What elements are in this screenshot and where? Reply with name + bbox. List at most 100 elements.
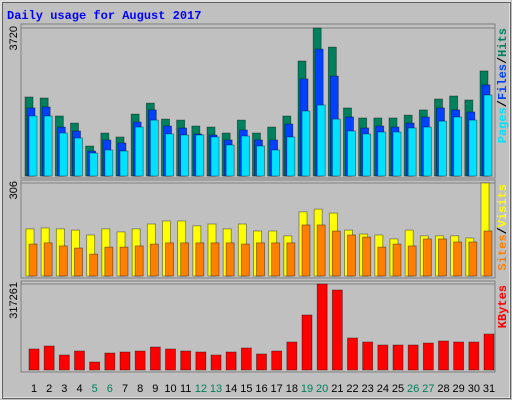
bar bbox=[104, 149, 114, 177]
bar bbox=[286, 242, 296, 277]
legend: Pages/Files/Hits bbox=[496, 28, 510, 143]
bar bbox=[316, 104, 326, 177]
bar bbox=[43, 345, 55, 371]
x-tick-label: 14 bbox=[225, 383, 237, 395]
bar bbox=[43, 115, 53, 177]
bar bbox=[89, 152, 99, 177]
bar bbox=[392, 131, 402, 177]
bar bbox=[407, 344, 419, 371]
bar bbox=[271, 242, 281, 277]
bar bbox=[331, 118, 341, 177]
bar bbox=[438, 120, 447, 177]
x-tick-label: 23 bbox=[362, 383, 374, 395]
bar bbox=[453, 341, 465, 371]
x-tick-label: 29 bbox=[453, 383, 465, 395]
bar bbox=[89, 361, 101, 371]
bar bbox=[286, 341, 298, 371]
y-tick-label: 317261 bbox=[8, 282, 20, 319]
bar bbox=[134, 245, 144, 277]
bar bbox=[58, 245, 68, 277]
bar bbox=[347, 234, 356, 277]
bar bbox=[58, 354, 70, 371]
bar bbox=[74, 350, 85, 371]
bar bbox=[195, 351, 207, 371]
bar bbox=[165, 348, 176, 371]
bar bbox=[149, 346, 161, 371]
bar bbox=[331, 230, 341, 277]
bar bbox=[483, 230, 493, 277]
x-tick-label: 19 bbox=[301, 383, 313, 395]
bar bbox=[468, 341, 480, 371]
bar bbox=[149, 119, 159, 177]
x-tick-label: 31 bbox=[483, 383, 495, 395]
bar bbox=[240, 347, 252, 371]
x-tick-label: 18 bbox=[286, 383, 298, 395]
bar bbox=[422, 238, 432, 277]
bar bbox=[453, 241, 463, 277]
x-tick-label: 17 bbox=[271, 383, 283, 395]
bar bbox=[316, 283, 328, 371]
bar bbox=[119, 150, 129, 177]
bar bbox=[134, 350, 146, 371]
bar bbox=[165, 242, 174, 277]
x-tick-label: 16 bbox=[255, 383, 267, 395]
bar bbox=[422, 126, 432, 177]
bar bbox=[301, 224, 311, 277]
x-tick-label: 1 bbox=[31, 383, 37, 395]
legend-separator: / bbox=[496, 100, 510, 107]
x-tick-label: 3 bbox=[61, 383, 67, 395]
bar bbox=[225, 242, 235, 277]
bar bbox=[483, 94, 493, 177]
bar bbox=[210, 136, 220, 177]
bar bbox=[331, 289, 343, 371]
legend-separator: / bbox=[496, 227, 510, 234]
bar bbox=[453, 116, 463, 177]
bar bbox=[271, 149, 281, 177]
bar bbox=[180, 134, 190, 177]
x-tick-label: 4 bbox=[76, 383, 82, 395]
legend-entry: Sites bbox=[496, 234, 510, 270]
bar bbox=[483, 333, 495, 371]
bar bbox=[43, 242, 53, 277]
x-tick-label: 28 bbox=[437, 383, 449, 395]
bar bbox=[301, 110, 311, 177]
bar bbox=[407, 245, 417, 277]
x-tick-label: 10 bbox=[164, 383, 176, 395]
bar bbox=[392, 344, 404, 371]
bar bbox=[149, 243, 159, 277]
x-tick-label: 2 bbox=[46, 383, 52, 395]
bar bbox=[347, 337, 358, 371]
bar bbox=[134, 126, 144, 177]
bar bbox=[225, 144, 235, 177]
x-tick-label: 30 bbox=[468, 383, 480, 395]
bar bbox=[286, 136, 296, 177]
bar bbox=[28, 115, 38, 177]
x-tick-label: 13 bbox=[210, 383, 222, 395]
legend-entry: Hits bbox=[496, 28, 510, 57]
legend-entry: Visits bbox=[496, 184, 510, 227]
bar bbox=[210, 242, 220, 277]
bar bbox=[422, 342, 434, 371]
bar bbox=[240, 135, 250, 177]
bar bbox=[74, 247, 83, 277]
bar bbox=[74, 137, 83, 177]
x-tick-label: 11 bbox=[180, 383, 191, 395]
bar bbox=[89, 253, 99, 277]
bar bbox=[271, 350, 283, 371]
x-tick-label: 22 bbox=[346, 383, 358, 395]
x-tick-label: 26 bbox=[407, 383, 419, 395]
bar bbox=[240, 243, 250, 277]
bar bbox=[256, 242, 265, 277]
legend: Sites/Visits bbox=[496, 184, 510, 270]
bar bbox=[362, 133, 372, 177]
bar bbox=[438, 340, 449, 371]
bar bbox=[316, 224, 326, 277]
y-tick-label: 3720 bbox=[8, 26, 20, 50]
x-tick-label: 21 bbox=[331, 383, 343, 395]
bar bbox=[180, 242, 190, 277]
bar bbox=[256, 145, 265, 177]
bar bbox=[301, 314, 313, 371]
bar bbox=[195, 134, 205, 177]
